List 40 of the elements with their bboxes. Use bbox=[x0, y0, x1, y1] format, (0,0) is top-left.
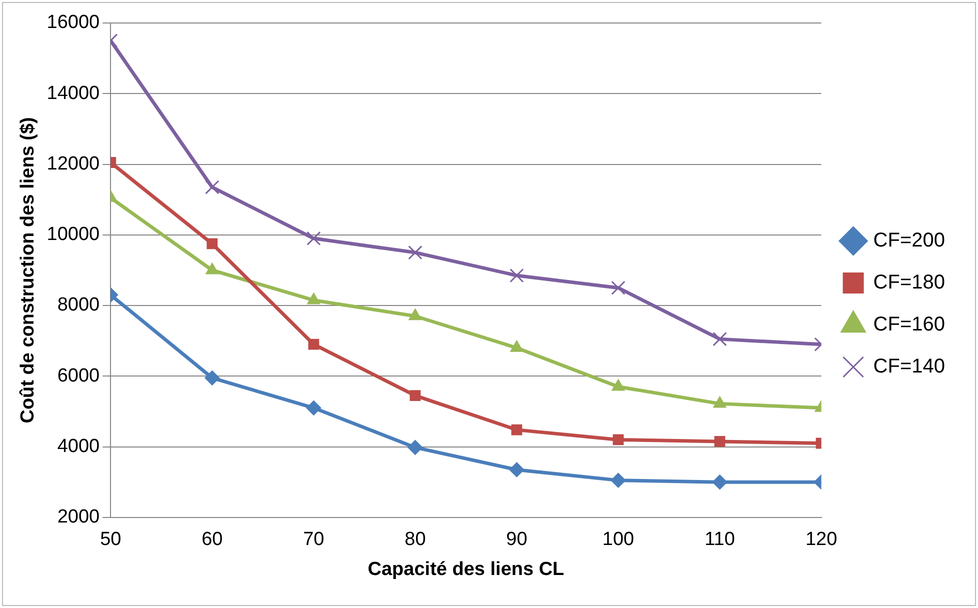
legend-label: CF=140 bbox=[873, 356, 946, 378]
point bbox=[205, 180, 220, 194]
x-tick-label: 80 bbox=[404, 529, 426, 550]
y-axis-title: Coût de construction des liens ($) bbox=[18, 117, 39, 424]
y-tick-label: 16000 bbox=[46, 12, 100, 34]
x-tick-label: 70 bbox=[303, 529, 324, 550]
y-tick-label: 14000 bbox=[46, 82, 100, 104]
point bbox=[509, 462, 524, 478]
y-tick-label: 10000 bbox=[46, 224, 100, 246]
x-axis-title: Capacité des liens CL bbox=[368, 558, 565, 580]
y-tick-label: 12000 bbox=[46, 153, 100, 174]
point bbox=[306, 400, 322, 416]
point bbox=[408, 245, 422, 260]
point bbox=[206, 238, 218, 250]
point bbox=[308, 338, 320, 350]
x-tick-label: 120 bbox=[805, 529, 838, 550]
y-tick-label: 2000 bbox=[57, 506, 100, 528]
y-tick-label: 8000 bbox=[57, 294, 100, 316]
point bbox=[410, 390, 421, 402]
point bbox=[204, 370, 220, 386]
point bbox=[612, 434, 624, 446]
point bbox=[611, 280, 626, 295]
point bbox=[510, 268, 524, 283]
x-tick-label: 100 bbox=[602, 529, 634, 550]
point bbox=[610, 472, 626, 488]
point bbox=[511, 424, 522, 436]
point bbox=[714, 436, 726, 447]
legend-label: CF=200 bbox=[873, 230, 946, 252]
point bbox=[306, 231, 321, 246]
legend-label: CF=160 bbox=[873, 314, 946, 336]
y-tick-label: 6000 bbox=[57, 365, 100, 386]
x-tick-label: 60 bbox=[202, 529, 223, 550]
legend-label: CF=180 bbox=[873, 272, 946, 294]
x-tick-label: 110 bbox=[704, 529, 735, 550]
point bbox=[408, 440, 423, 455]
x-tick-label: 90 bbox=[506, 529, 528, 550]
point bbox=[712, 332, 727, 346]
y-tick-label: 4000 bbox=[57, 436, 100, 458]
point bbox=[712, 474, 728, 490]
x-tick-label: 50 bbox=[100, 529, 122, 550]
